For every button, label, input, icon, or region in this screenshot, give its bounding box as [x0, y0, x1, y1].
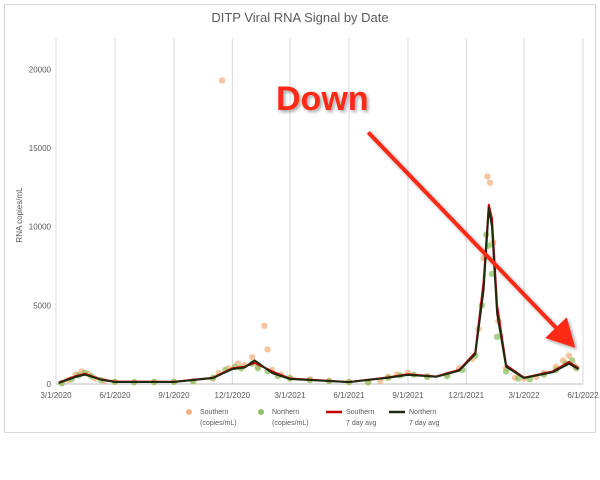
- x-tick-label: 12/1/2021: [449, 391, 485, 400]
- series-line: [58, 206, 579, 384]
- x-tick-label: 6/1/2022: [567, 391, 599, 400]
- x-ticks: 3/1/2020 6/1/2020 9/1/2020 12/1/2020 3/1/202…: [40, 391, 599, 400]
- chart-title: DITP Viral RNA Signal by Date: [211, 10, 388, 25]
- avg-lines: [58, 203, 580, 384]
- y-ticks: 0 5000 10000 15000 20000: [29, 65, 52, 389]
- x-tick-label: 3/1/2022: [508, 391, 540, 400]
- y-tick-label: 10000: [29, 223, 52, 232]
- y-tick-label: 0: [47, 380, 52, 389]
- callout-arrow: [366, 131, 576, 348]
- y-tick-label: 20000: [29, 65, 52, 74]
- y-axis-label: RNA copies/mL: [15, 187, 24, 243]
- legend-label: 7 day avg: [409, 420, 439, 427]
- data-point: [254, 365, 262, 372]
- legend-label: Northern: [272, 409, 299, 416]
- annotation: Down: [276, 80, 576, 348]
- legend-marker: [258, 409, 264, 415]
- x-tick-label: 6/1/2021: [333, 391, 365, 400]
- legend-label: Northern: [409, 409, 436, 416]
- y-tick-label: 5000: [33, 301, 51, 310]
- data-point: [261, 322, 268, 330]
- data-point: [502, 368, 510, 375]
- data-point: [493, 333, 501, 341]
- legend-label: (copies/mL): [200, 420, 237, 427]
- data-point: [264, 346, 271, 353]
- x-tick-label: 12/1/2020: [215, 391, 251, 400]
- y-tick-label: 15000: [29, 144, 52, 153]
- legend-label: Southern: [200, 409, 229, 416]
- x-tick-label: 6/1/2020: [99, 391, 131, 400]
- series-line: [58, 203, 580, 384]
- chart-frame: [4, 4, 596, 433]
- legend: Southern (copies/mL) Northern (copies/mL) So…: [186, 409, 439, 427]
- x-tick-label: 9/1/2020: [158, 391, 190, 400]
- data-point: [515, 375, 522, 382]
- legend-label: Southern: [346, 409, 375, 416]
- data-point: [248, 354, 256, 361]
- x-tick-label: 9/1/2021: [392, 391, 424, 400]
- data-point: [486, 179, 494, 186]
- data-point: [484, 173, 491, 180]
- x-tick-label: 3/1/2020: [40, 391, 72, 400]
- grid: [55, 38, 584, 385]
- x-tick-label: 3/1/2021: [274, 391, 306, 400]
- legend-label: 7 day avg: [346, 420, 376, 427]
- callout-text: Down: [276, 80, 369, 118]
- legend-label: (copies/mL): [272, 420, 309, 427]
- data-point: [218, 77, 226, 84]
- data-point: [488, 270, 496, 278]
- data-point: [565, 352, 573, 359]
- legend-marker: [186, 409, 192, 415]
